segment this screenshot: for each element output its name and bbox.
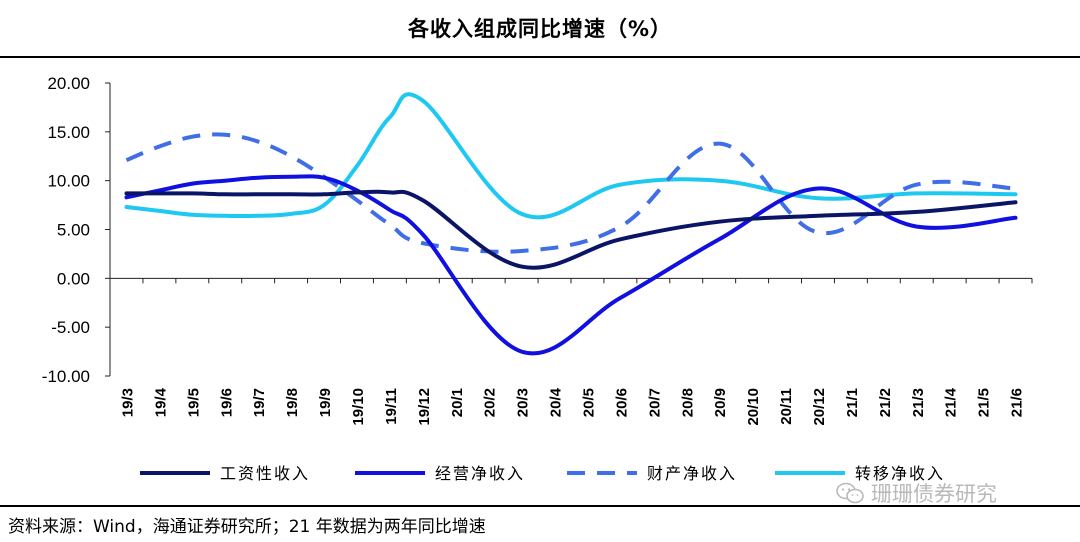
x-tick-label: 19/5 (185, 388, 202, 417)
x-tick-label: 20/5 (580, 388, 597, 417)
x-tick-label: 20/3 (515, 388, 532, 417)
x-tick-label: 19/3 (119, 388, 136, 417)
series-line-1 (124, 189, 1018, 270)
x-tick-label: 20/12 (811, 388, 828, 426)
legend-label-4: 转移净收入 (855, 464, 945, 483)
x-tick-label: 21/1 (844, 388, 861, 417)
legend-label-1: 工资性收入 (220, 464, 310, 483)
legend-label-3: 财产净收入 (647, 464, 737, 483)
x-tick-label: 21/5 (976, 388, 993, 417)
y-tick-label: -10.00 (42, 367, 90, 386)
x-tick-label: 20/1 (449, 388, 466, 417)
watermark-text: 珊珊债券研究 (871, 482, 997, 506)
y-tick-label: 20.00 (47, 74, 90, 93)
source-note: 资料来源：Wind，海通证券研究所；21 年数据为两年同比增速 (8, 517, 486, 537)
x-tick-label: 20/2 (482, 388, 499, 417)
x-tick-label: 20/7 (646, 388, 663, 417)
series-line-2 (124, 174, 1018, 356)
footer-rule (0, 505, 1080, 507)
x-tick-label: 19/12 (416, 388, 433, 426)
x-tick-label: 21/4 (943, 387, 960, 417)
x-tick-label: 21/6 (1009, 388, 1026, 417)
series-line-3 (125, 132, 1016, 254)
x-tick-label: 20/11 (778, 388, 795, 425)
y-tick-label: 0.00 (57, 269, 90, 288)
x-tick-label: 21/3 (910, 388, 927, 417)
x-tick-label: 20/4 (548, 387, 565, 417)
wechat-icon (836, 482, 864, 504)
x-tick-label: 20/10 (745, 388, 762, 426)
x-tick-label: 20/6 (613, 388, 630, 417)
watermark: 珊珊债券研究 (835, 478, 997, 508)
x-tick-label: 19/8 (284, 388, 301, 417)
y-tick-label: 5.00 (57, 221, 90, 240)
series-line-4 (124, 92, 1018, 220)
x-tick-label: 21/2 (877, 388, 894, 417)
x-tick-label: 19/9 (317, 388, 334, 417)
y-tick-label: 15.00 (47, 123, 90, 142)
x-tick-label: 19/11 (383, 388, 400, 425)
x-tick-label: 19/7 (251, 388, 268, 417)
x-tick-label: 20/9 (712, 388, 729, 417)
y-tick-label: -5.00 (51, 318, 90, 337)
y-tick-label: 10.00 (47, 172, 90, 191)
x-tick-label: 19/6 (218, 388, 235, 417)
title-rule (0, 56, 1080, 58)
legend-label-2: 经营净收入 (435, 464, 525, 483)
x-tick-label: 19/10 (350, 388, 367, 426)
chart-title: 各收入组成同比增速（%） (407, 17, 673, 41)
x-tick-label: 19/4 (152, 387, 169, 417)
x-tick-label: 20/8 (679, 388, 696, 417)
